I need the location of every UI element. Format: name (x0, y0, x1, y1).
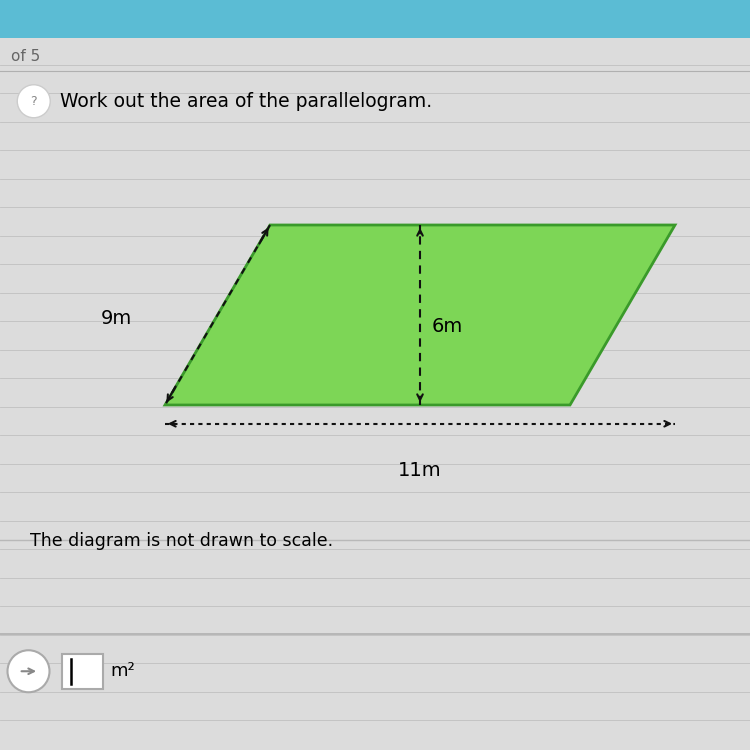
Text: Work out the area of the parallelogram.: Work out the area of the parallelogram. (60, 92, 432, 111)
FancyBboxPatch shape (62, 654, 103, 688)
Text: The diagram is not drawn to scale.: The diagram is not drawn to scale. (30, 532, 333, 550)
Text: 6m: 6m (431, 316, 463, 336)
Polygon shape (165, 225, 675, 405)
Text: ?: ? (31, 94, 37, 108)
Text: of 5: of 5 (11, 49, 40, 64)
Text: 9m: 9m (101, 309, 133, 328)
Circle shape (17, 85, 50, 118)
Text: m²: m² (110, 662, 135, 680)
FancyBboxPatch shape (0, 0, 750, 38)
Text: 11m: 11m (398, 461, 442, 480)
Circle shape (8, 650, 50, 692)
